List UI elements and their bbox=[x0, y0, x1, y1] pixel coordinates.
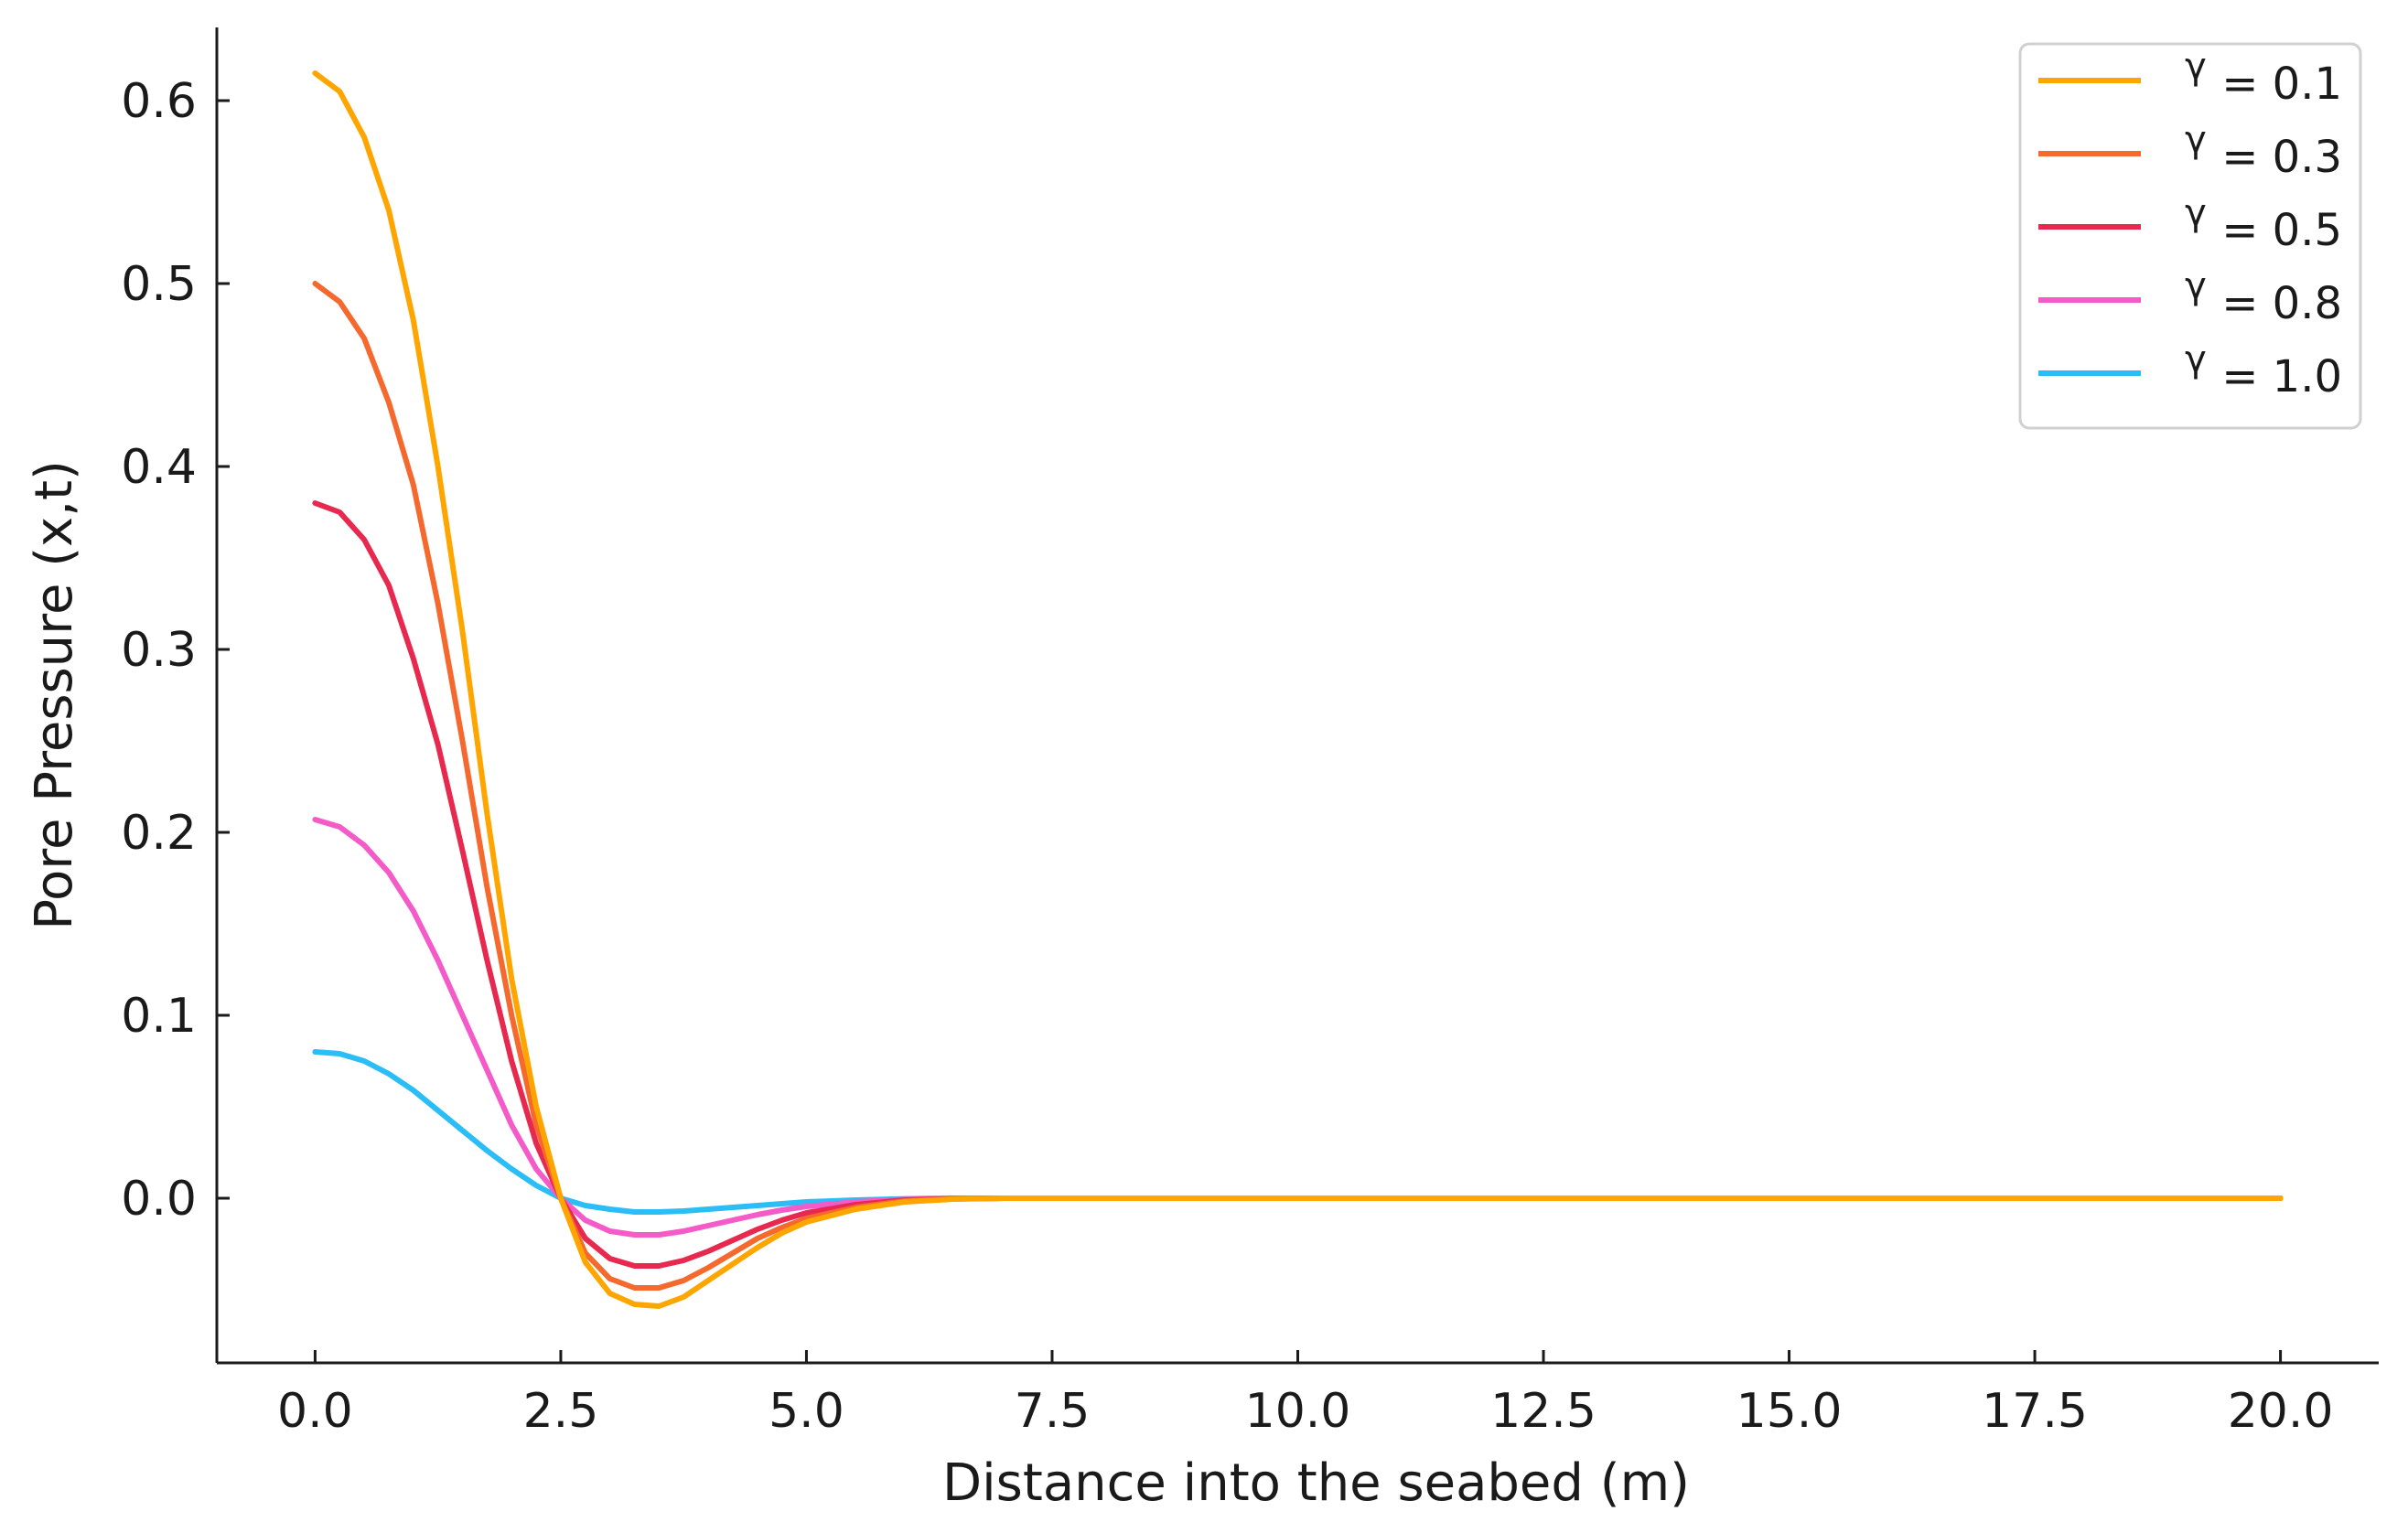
legend-value-4: = 0.8 bbox=[2221, 278, 2342, 329]
x-tick-label: 15.0 bbox=[1736, 1384, 1843, 1439]
x-tick-label: 7.5 bbox=[1015, 1384, 1091, 1439]
x-tick-label: 17.5 bbox=[1982, 1384, 2088, 1439]
y-tick-label: 0.5 bbox=[121, 257, 197, 312]
legend: γ = 0.1 γ = 0.3 γ = 0.5 γ = 0.8 γ = 1.0 bbox=[2018, 42, 2362, 430]
legend-symbol-5: γ bbox=[2185, 338, 2207, 381]
x-tick-label: 12.5 bbox=[1490, 1384, 1596, 1439]
series-line-4 bbox=[312, 817, 2284, 1238]
x-tick-label: 2.5 bbox=[523, 1384, 599, 1439]
y-tick-label: 0.1 bbox=[121, 989, 197, 1044]
x-tick-label: 0.0 bbox=[277, 1384, 353, 1439]
series-line-3 bbox=[312, 500, 2284, 1269]
legend-symbol-1: γ bbox=[2185, 46, 2207, 88]
y-tick-label: 0.2 bbox=[121, 806, 197, 861]
series-line-5 bbox=[312, 1049, 2284, 1215]
series-line-1 bbox=[312, 70, 2284, 1309]
x-tick-label: 10.0 bbox=[1245, 1384, 1351, 1439]
y-axis-label: Pore Pressure (x,t) bbox=[25, 460, 84, 930]
legend-value-1: = 0.1 bbox=[2221, 59, 2342, 110]
legend-symbol-3: γ bbox=[2185, 192, 2207, 234]
legend-symbol-2: γ bbox=[2185, 119, 2207, 161]
y-tick-label: 0.0 bbox=[121, 1172, 197, 1227]
legend-symbol-4: γ bbox=[2185, 265, 2207, 307]
legend-box bbox=[2018, 42, 2362, 430]
y-tick-label: 0.3 bbox=[121, 623, 197, 678]
series-line-2 bbox=[312, 281, 2284, 1291]
x-tick-label: 5.0 bbox=[769, 1384, 844, 1439]
ticks: 0.0 2.5 5.0 7.5 10.0 12.5 15.0 17.5 20.0 0.0 0.1 0.… bbox=[121, 74, 2333, 1439]
legend-value-2: = 0.3 bbox=[2221, 132, 2342, 183]
plot-area bbox=[312, 70, 2284, 1309]
y-tick-label: 0.4 bbox=[121, 440, 197, 495]
x-tick-label: 20.0 bbox=[2228, 1384, 2334, 1439]
y-tick-label: 0.6 bbox=[121, 74, 197, 129]
legend-value-5: = 1.0 bbox=[2221, 351, 2342, 402]
x-axis-label: Distance into the seabed (m) bbox=[942, 1453, 1690, 1513]
legend-value-3: = 0.5 bbox=[2221, 205, 2342, 256]
